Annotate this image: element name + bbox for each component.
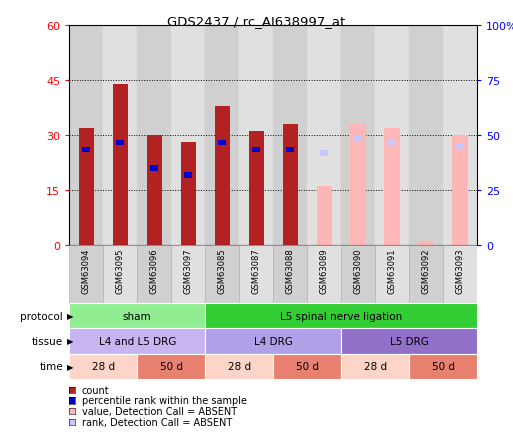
Text: GSM63093: GSM63093	[456, 248, 465, 294]
Bar	[283, 125, 298, 245]
Bar	[307, 245, 341, 304]
Text: GSM63087: GSM63087	[252, 248, 261, 294]
Bar	[205, 26, 239, 245]
Bar	[239, 26, 273, 245]
Bar	[69, 245, 103, 304]
Text: value, Detection Call = ABSENT: value, Detection Call = ABSENT	[82, 406, 236, 416]
Bar	[78, 128, 94, 245]
Text: 28 d: 28 d	[228, 362, 251, 371]
Text: ▶: ▶	[67, 337, 74, 345]
Text: L5 spinal nerve ligation: L5 spinal nerve ligation	[280, 311, 402, 321]
Bar	[103, 26, 137, 245]
Bar	[375, 26, 409, 245]
Text: GSM63085: GSM63085	[218, 248, 227, 294]
Text: sham: sham	[123, 311, 151, 321]
Text: GSM63094: GSM63094	[82, 248, 91, 293]
Bar	[205, 245, 239, 304]
Bar	[341, 245, 375, 304]
Text: GSM63092: GSM63092	[422, 248, 430, 293]
Text: L4 and L5 DRG: L4 and L5 DRG	[98, 336, 176, 346]
Text: GSM63088: GSM63088	[286, 248, 294, 294]
Bar	[320, 151, 328, 157]
Bar	[205, 329, 341, 354]
Text: GSM63096: GSM63096	[150, 248, 159, 294]
Bar	[248, 132, 264, 245]
Bar	[184, 173, 192, 178]
Text: 50 d: 50 d	[160, 362, 183, 371]
Bar	[181, 143, 196, 245]
Bar	[137, 354, 205, 379]
Bar	[147, 135, 162, 245]
Bar	[205, 303, 477, 329]
Bar	[341, 26, 375, 245]
Bar	[273, 245, 307, 304]
Bar	[409, 245, 443, 304]
Text: 28 d: 28 d	[92, 362, 115, 371]
Bar	[443, 26, 477, 245]
Bar	[82, 148, 90, 153]
Text: rank, Detection Call = ABSENT: rank, Detection Call = ABSENT	[82, 417, 232, 427]
Bar	[409, 354, 477, 379]
Text: GSM63090: GSM63090	[353, 248, 363, 293]
Text: time: time	[40, 362, 63, 371]
Bar	[350, 125, 366, 245]
Bar	[384, 128, 400, 245]
Bar	[171, 245, 205, 304]
Text: GSM63089: GSM63089	[320, 248, 329, 294]
Bar	[69, 26, 103, 245]
Bar	[273, 26, 307, 245]
Bar	[239, 245, 273, 304]
Text: ▶: ▶	[67, 362, 74, 371]
Text: GSM63091: GSM63091	[388, 248, 397, 293]
Bar	[69, 329, 205, 354]
Bar	[137, 245, 171, 304]
Bar	[69, 303, 205, 329]
Bar	[214, 106, 230, 245]
Bar	[112, 85, 128, 245]
Bar	[150, 166, 159, 171]
Bar	[452, 135, 468, 245]
Bar	[456, 144, 464, 149]
Bar	[409, 26, 443, 245]
Bar	[443, 245, 477, 304]
Text: count: count	[82, 385, 109, 395]
Bar	[205, 354, 273, 379]
Text: GDS2437 / rc_AI638997_at: GDS2437 / rc_AI638997_at	[167, 15, 346, 28]
Bar	[218, 140, 226, 146]
Bar	[317, 187, 332, 245]
Text: 28 d: 28 d	[364, 362, 387, 371]
Bar	[388, 140, 397, 146]
Bar	[69, 354, 137, 379]
Bar	[171, 26, 205, 245]
Bar	[116, 140, 125, 146]
Bar	[375, 245, 409, 304]
Bar	[341, 354, 409, 379]
Bar	[286, 148, 294, 153]
Bar	[307, 26, 341, 245]
Text: L5 DRG: L5 DRG	[390, 336, 428, 346]
Text: 50 d: 50 d	[295, 362, 319, 371]
Text: 50 d: 50 d	[431, 362, 455, 371]
Text: GSM63095: GSM63095	[116, 248, 125, 293]
Bar	[252, 148, 261, 153]
Bar	[354, 137, 362, 142]
Text: protocol: protocol	[21, 311, 63, 321]
Bar	[137, 26, 171, 245]
Text: ▶: ▶	[67, 312, 74, 320]
Bar	[273, 354, 341, 379]
Text: L4 DRG: L4 DRG	[254, 336, 292, 346]
Text: percentile rank within the sample: percentile rank within the sample	[82, 395, 247, 405]
Bar	[341, 329, 477, 354]
Text: GSM63097: GSM63097	[184, 248, 193, 294]
Bar	[103, 245, 137, 304]
Bar	[419, 242, 434, 245]
Text: tissue: tissue	[32, 336, 63, 346]
